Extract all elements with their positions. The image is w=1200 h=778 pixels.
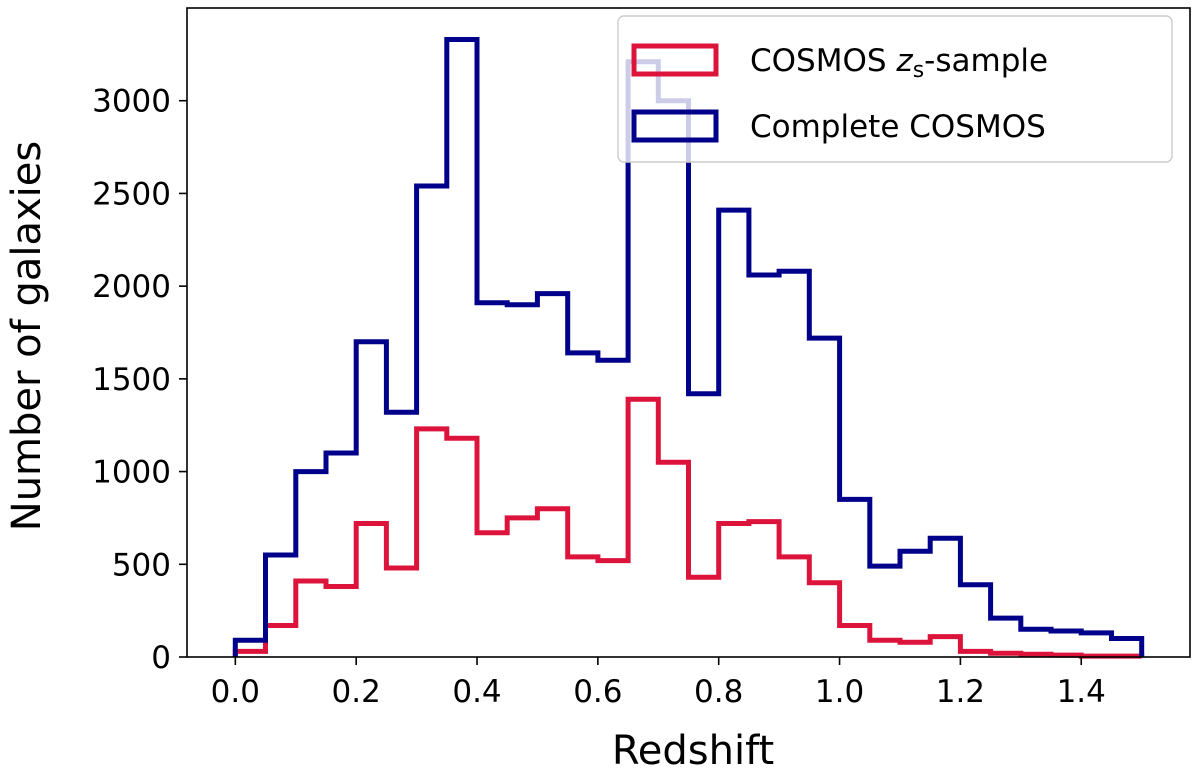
y-tick-label: 0 (151, 640, 171, 676)
series-1-outline (232, 37, 1145, 657)
series-0-outline (232, 396, 1145, 659)
axes-frame (186, 7, 1191, 658)
x-tick-label: 1.0 (815, 674, 864, 710)
y-tick-label: 500 (112, 547, 171, 583)
legend-swatch-1 (631, 109, 719, 143)
x-axis-label: Redshift (612, 728, 774, 774)
x-tick-label: 0.4 (452, 674, 501, 710)
plot-area (232, 37, 1145, 659)
y-axis-label: Number of galaxies (4, 141, 50, 531)
legend: COSMOS zs-sample Complete COSMOS (617, 15, 1173, 163)
legend-swatch-0 (631, 43, 719, 77)
y-tick-label: 1000 (92, 455, 171, 491)
x-tick-label: 1.2 (936, 674, 985, 710)
y-tick-label: 1500 (92, 362, 171, 398)
y-tick-label: 2000 (92, 269, 171, 305)
legend-label-0: COSMOS zs-sample (750, 43, 1048, 83)
axes: 0.0 0.2 0.4 0.6 0.8 1.0 1.2 1.4 0 500 1000 1500 2000… (92, 7, 1191, 710)
legend-label-1: Complete COSMOS (750, 109, 1046, 145)
x-tick-label: 0.6 (573, 674, 622, 710)
x-tick-label: 0.8 (694, 674, 743, 710)
x-tick-label: 1.4 (1057, 674, 1106, 710)
legend-box (617, 15, 1173, 163)
x-tick-label: 0.0 (211, 674, 260, 710)
x-tick-label: 0.2 (332, 674, 381, 710)
y-tick-label: 3000 (92, 84, 171, 120)
y-tick-label: 2500 (92, 176, 171, 212)
